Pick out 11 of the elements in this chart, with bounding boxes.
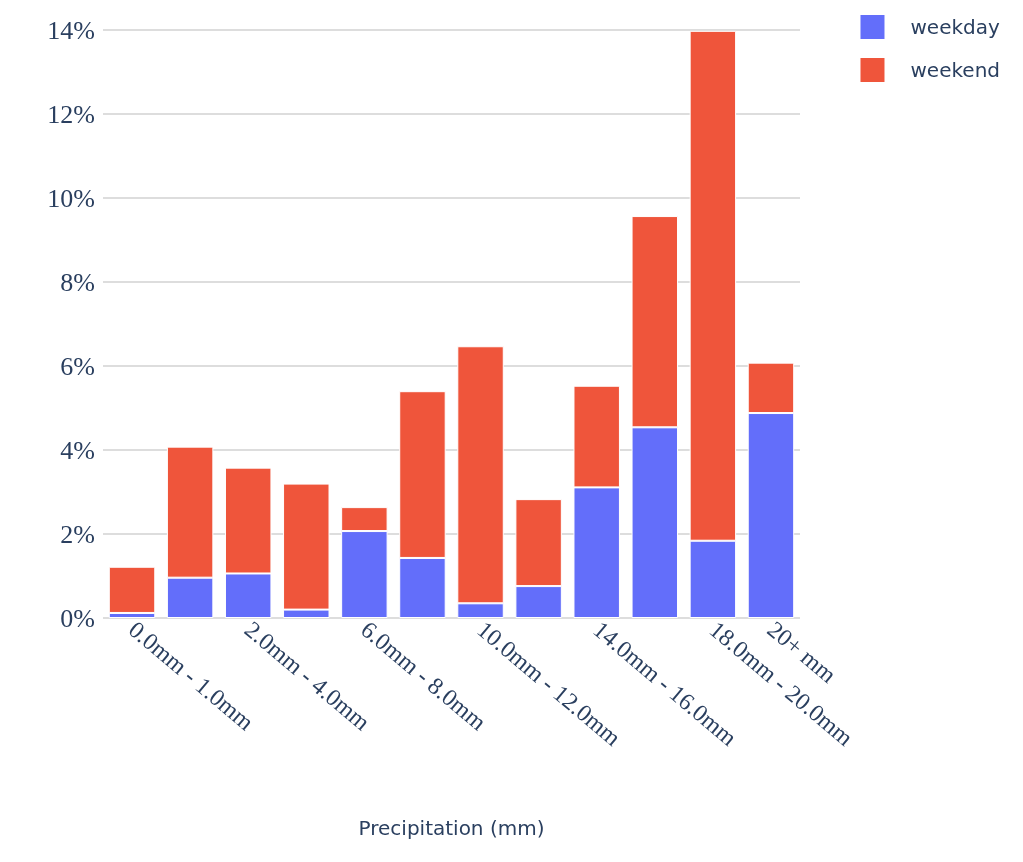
legend-label: weekday [910, 15, 1000, 39]
y-tick-label: 2% [60, 519, 95, 549]
legend-label: weekend [910, 58, 1000, 82]
x-axis-title: Precipitation (mm) [358, 816, 545, 840]
y-tick-label: 4% [60, 435, 95, 465]
y-tick-label: 10% [47, 183, 95, 213]
y-tick-label: 0% [60, 603, 95, 633]
y-tick-label: 8% [60, 267, 95, 297]
y-tick-label: 6% [60, 351, 95, 381]
y-tick-label: 12% [47, 99, 95, 129]
y-tick-label: 14% [47, 15, 95, 45]
